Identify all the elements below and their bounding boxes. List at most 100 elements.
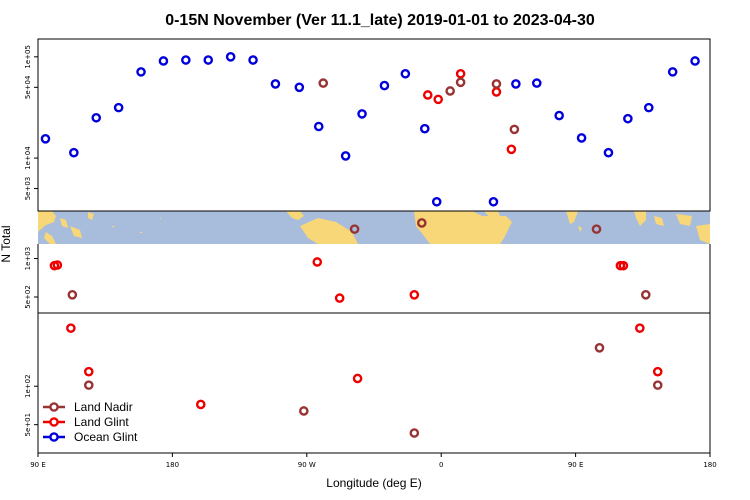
- y-tick-label: 1e+05: [24, 45, 32, 69]
- data-point: [334, 293, 345, 303]
- legend-item: Land Nadir: [43, 400, 133, 414]
- data-point: [488, 196, 499, 207]
- data-point: [652, 366, 663, 377]
- data-point: [294, 82, 305, 93]
- x-tick-label: 90 E: [568, 461, 584, 469]
- data-point: [349, 224, 360, 234]
- data-point: [603, 147, 614, 158]
- x-tick-label: 90 W: [298, 461, 316, 469]
- legend-item: Land Glint: [43, 415, 129, 429]
- legend-marker: [49, 417, 59, 427]
- lower-panel-frame: [37, 244, 711, 454]
- data-point: [158, 56, 169, 66]
- data-point: [83, 380, 94, 390]
- world-map-strip: [38, 211, 710, 244]
- data-point: [203, 55, 214, 65]
- data-point: [576, 133, 587, 143]
- legend-label: Land Glint: [74, 415, 129, 429]
- data-point: [270, 79, 281, 89]
- data-point: [181, 55, 191, 65]
- data-point: [506, 144, 517, 155]
- data-point: [113, 102, 124, 113]
- data-point: [83, 366, 94, 377]
- data-point: [313, 121, 324, 132]
- data-point: [445, 86, 455, 96]
- data-point: [299, 406, 309, 416]
- data-point: [91, 112, 102, 123]
- data-point: [225, 52, 236, 62]
- map-land: [38, 211, 710, 244]
- data-point: [312, 257, 323, 267]
- data-point: [318, 78, 329, 88]
- y-tick-label: 5e+03: [24, 177, 32, 201]
- data-point: [594, 342, 605, 353]
- data-point: [491, 79, 502, 89]
- data-point: [618, 260, 629, 271]
- data-point: [195, 399, 206, 410]
- data-point: [652, 380, 663, 390]
- y-tick-label: 1e+02: [24, 374, 32, 398]
- data-point: [509, 124, 520, 135]
- data-point: [248, 55, 258, 65]
- y-tick-label: 5e+04: [24, 75, 32, 99]
- series-ocean-glint: [40, 52, 700, 207]
- data-point: [357, 109, 367, 119]
- y-tick-label: 5e+02: [24, 285, 32, 309]
- data-point: [635, 323, 645, 333]
- data-point: [591, 224, 602, 234]
- x-tick-label: 0: [439, 461, 443, 469]
- data-point: [66, 323, 76, 333]
- legend-marker: [49, 402, 59, 412]
- data-point: [640, 290, 651, 300]
- data-points: [40, 52, 700, 438]
- data-point: [379, 80, 390, 91]
- data-point: [455, 77, 466, 88]
- data-point: [422, 90, 433, 100]
- data-point: [40, 133, 51, 144]
- data-point: [419, 123, 430, 134]
- y-axis-upper: 5e+03 1e+04 5e+04 1e+05: [24, 45, 38, 200]
- data-point: [409, 428, 420, 438]
- data-point: [531, 78, 542, 88]
- series-land-nadir: [67, 77, 663, 438]
- data-point: [667, 67, 678, 77]
- data-point: [431, 196, 442, 207]
- map-ocean: [38, 211, 710, 244]
- y-axis-label: N Total: [0, 225, 13, 262]
- y-tick-label: 1e+04: [24, 146, 32, 170]
- data-point: [136, 67, 146, 77]
- data-point: [409, 290, 420, 300]
- upper-panel-frame: [37, 38, 711, 212]
- data-point: [690, 56, 700, 66]
- data-point: [623, 113, 633, 124]
- legend-marker: [49, 432, 59, 442]
- y-tick-label: 5e+01: [24, 413, 32, 437]
- legend-label: Ocean Glint: [74, 430, 138, 444]
- data-point: [340, 151, 351, 161]
- x-axis-label: Longitude (deg E): [326, 476, 421, 490]
- data-point: [67, 290, 78, 300]
- y-tick-label: 1e+03: [24, 247, 32, 271]
- data-point: [455, 68, 466, 79]
- data-point: [69, 147, 79, 158]
- legend-item: Ocean Glint: [43, 430, 138, 444]
- data-point: [433, 94, 444, 105]
- chart-title: 0-15N November (Ver 11.1_late) 2019-01-0…: [165, 12, 595, 29]
- data-point: [643, 102, 654, 113]
- data-point: [52, 260, 63, 270]
- data-point: [511, 79, 521, 89]
- data-point: [352, 373, 363, 384]
- legend-label: Land Nadir: [74, 400, 133, 414]
- x-tick-label: 180: [166, 461, 179, 469]
- data-point: [554, 110, 564, 121]
- y-axis-lower: 5e+01 1e+02 5e+02 1e+03: [24, 247, 38, 437]
- data-point: [400, 68, 411, 79]
- data-point: [416, 218, 427, 228]
- series-land-glint: [49, 68, 663, 410]
- data-point: [491, 87, 502, 97]
- x-tick-label: 90 E: [30, 461, 46, 469]
- x-tick-label: 180: [703, 461, 716, 469]
- x-axis: 90 E 180 90 W 0 90 E 180: [30, 453, 717, 469]
